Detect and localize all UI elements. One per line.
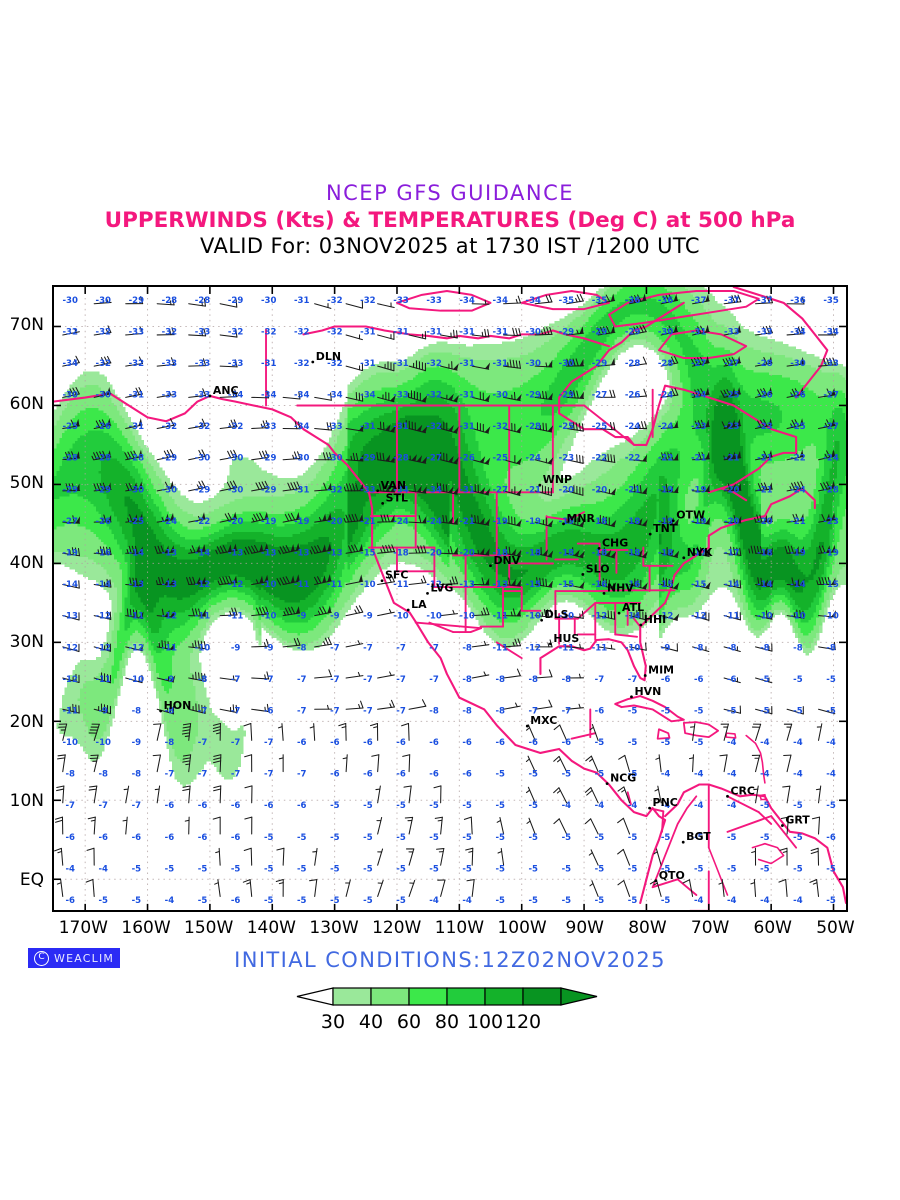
station-label-nyk: NYK xyxy=(687,546,713,559)
colorbar-swatches xyxy=(0,984,900,1010)
colorbar-tick: 120 xyxy=(505,1011,541,1033)
y-axis-label: 60N xyxy=(0,394,44,414)
colorbar-box xyxy=(408,987,448,1006)
station-label-tnt: TNT xyxy=(653,522,678,535)
x-axis-label: 110W xyxy=(435,918,484,938)
latitude-axis: 70N 60N 50N 40N 30N 20N 10N EQ xyxy=(0,285,900,912)
colorbar-tick: 80 xyxy=(435,1011,459,1033)
station-label-van: VAN xyxy=(381,479,406,492)
station-label-atl: ATL xyxy=(622,601,644,614)
colorbar-tick: 30 xyxy=(321,1011,345,1033)
chart-title-block: NCEP GFS GUIDANCE UPPERWINDS (Kts) & TEM… xyxy=(0,182,900,258)
station-label-hvn: HVN xyxy=(634,685,661,698)
colorbar-tick: 40 xyxy=(359,1011,383,1033)
temperature-values: -30 -30 -29 -28 -28 -29 -30 -31 -32 -32 -33 -33 -34-… xyxy=(62,296,838,906)
y-axis-label: 50N xyxy=(0,473,44,493)
y-axis-label: 20N xyxy=(0,712,44,732)
station-label-anc: ANC xyxy=(213,384,239,397)
map-plot-area: -30 -30 -29 -28 -28 -29 -30 -31 -32 -32 -33 -33 -34-… xyxy=(54,287,846,910)
station-label-sfc: SFC xyxy=(385,569,408,582)
x-axis-label: 70W xyxy=(691,918,729,938)
y-axis-label: 40N xyxy=(0,553,44,573)
station-label-hhi: HHI xyxy=(644,613,666,626)
weather-map[interactable]: -30 -30 -29 -28 -28 -29 -30 -31 -32 -32 -33 -33 -34-… xyxy=(52,285,848,912)
station-label-nhv: NHV xyxy=(607,581,634,594)
colorbar-tick-labels: 30 40 60 80 100 120 xyxy=(0,1011,900,1037)
coastlines-and-borders xyxy=(54,287,846,910)
station-label-mxc: MXC xyxy=(530,714,557,727)
x-axis-label: 100W xyxy=(497,918,546,938)
axis-ticks xyxy=(54,287,846,910)
colorbar-right-arrow xyxy=(560,987,598,1006)
station-label-la: LA xyxy=(411,598,427,611)
initial-conditions-text: INITIAL CONDITIONS:12Z02NOV2025 xyxy=(0,948,900,972)
colorbar-left-arrow xyxy=(296,987,334,1006)
page-title: NCEP GFS GUIDANCE xyxy=(0,182,900,205)
colorbar-tick: 100 xyxy=(467,1011,503,1033)
colorbar-box xyxy=(332,987,372,1006)
station-label-qto: QTO xyxy=(659,869,685,882)
station-label-chg: CHG xyxy=(602,536,628,549)
x-axis-label: 90W xyxy=(566,918,604,938)
station-label-hon: HON xyxy=(164,699,192,712)
colorbar-box xyxy=(484,987,524,1006)
weaclim-logo: C WEACLIM xyxy=(28,948,120,968)
station-label-stl: STL xyxy=(386,491,408,504)
copyright-icon: C xyxy=(34,950,49,966)
station-label-dls: DLS xyxy=(545,608,569,621)
station-label-mim: MIM xyxy=(648,664,674,677)
x-axis-label: 170W xyxy=(59,918,108,938)
longitude-axis: 170W 160W 150W 140W 130W 120W 110W 100W 90W 80W 70… xyxy=(0,918,900,942)
y-axis-label: EQ xyxy=(0,870,44,890)
station-label-lvg: LVG xyxy=(430,581,453,594)
station-label-bgt: BGT xyxy=(686,830,711,843)
page-subtitle: UPPERWINDS (Kts) & TEMPERATURES (Deg C) … xyxy=(0,208,900,231)
x-axis-label: 50W xyxy=(816,918,854,938)
colorbar-tick: 60 xyxy=(397,1011,421,1033)
y-axis-label: 30N xyxy=(0,632,44,652)
x-axis-label: 130W xyxy=(309,918,358,938)
station-label-wnp: WNP xyxy=(543,473,572,486)
station-label-pnc: PNC xyxy=(653,796,678,809)
colorbar-graphic xyxy=(296,987,598,1006)
colorbar-box xyxy=(370,987,410,1006)
colorbar: 30 40 60 80 100 120 xyxy=(0,984,900,1037)
x-axis-label: 160W xyxy=(121,918,170,938)
station-label-mnr: MNR xyxy=(567,512,596,525)
wind-barbs xyxy=(54,293,836,897)
y-axis-label: 70N xyxy=(0,315,44,335)
logo-label: WEACLIM xyxy=(54,952,114,965)
wind-speed-shading xyxy=(54,287,846,787)
map-frame: -30 -30 -29 -28 -28 -29 -30 -31 -32 -32 -33 -33 -34-… xyxy=(52,285,848,912)
map-gridlines xyxy=(54,287,846,910)
station-label-hus: HUS xyxy=(553,632,579,645)
station-label-crc: CRC xyxy=(730,784,754,797)
x-axis-label: 60W xyxy=(754,918,792,938)
x-axis-label: 80W xyxy=(628,918,666,938)
station-label-ncg: NCG xyxy=(610,772,636,785)
x-axis-label: 150W xyxy=(184,918,233,938)
station-label-dln: DLN xyxy=(316,350,341,363)
y-axis-label: 10N xyxy=(0,791,44,811)
valid-time-text: VALID For: 03NOV2025 at 1730 IST /1200 U… xyxy=(0,235,900,258)
x-axis-label: 120W xyxy=(372,918,421,938)
colorbar-box xyxy=(446,987,486,1006)
station-label-grt: GRT xyxy=(785,814,810,827)
station-label-slo: SLO xyxy=(586,562,610,575)
x-axis-label: 140W xyxy=(247,918,296,938)
station-label-dnv: DNV xyxy=(493,554,520,567)
colorbar-box xyxy=(522,987,562,1006)
station-label-otw: OTW xyxy=(676,509,705,522)
